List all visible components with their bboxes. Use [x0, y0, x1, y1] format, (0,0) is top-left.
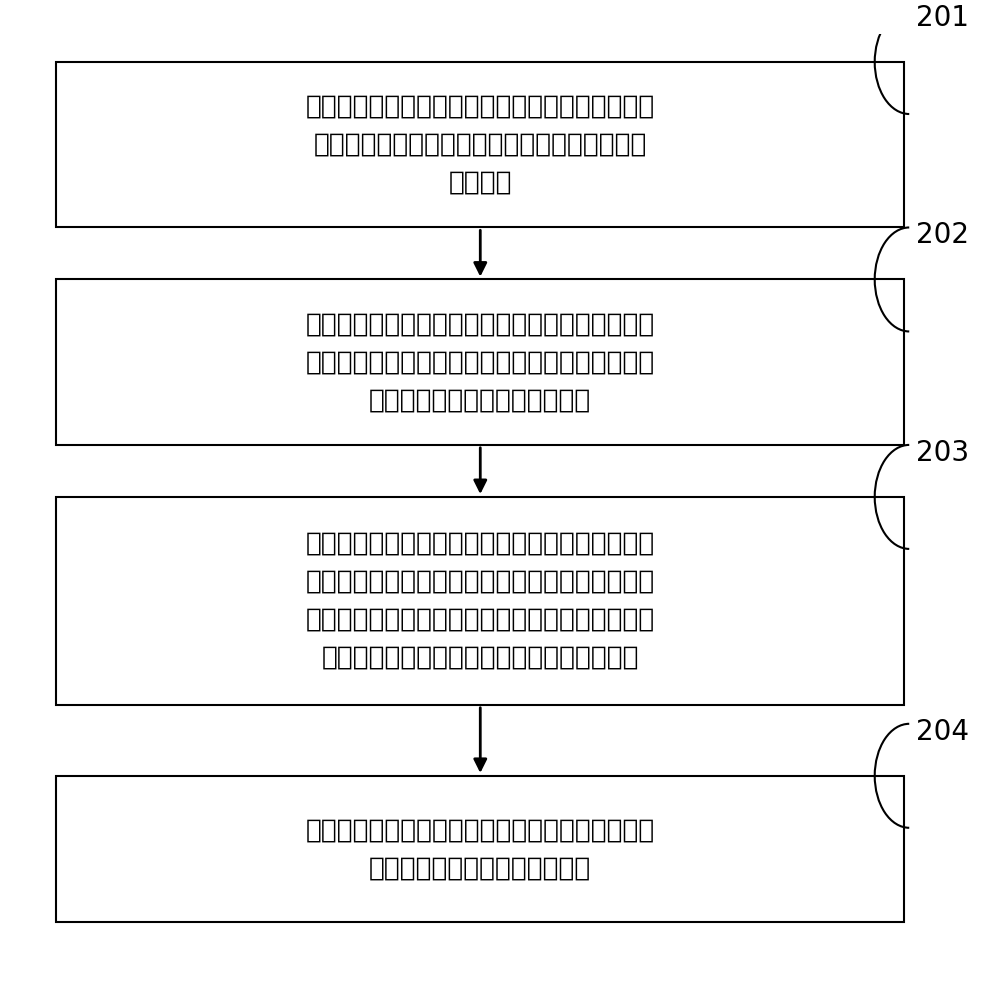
Bar: [56, 497, 904, 705]
Bar: [56, 776, 904, 922]
Text: 202: 202: [916, 221, 969, 249]
Text: 根据所述支架的名义直径以及名义长度在预设的支
架数据库中获取匹配的支架型号: 根据所述支架的名义直径以及名义长度在预设的支 架数据库中获取匹配的支架型号: [306, 817, 655, 881]
Text: 根据各所述中心线上各点的最大内切球半径以及血
管曲率半径，对血管中心线进行离散得到多个中心
线片段，与各所述中心线片段一一对应所述虚拟支
架的多个支架丝段，以及: 根据各所述中心线上各点的最大内切球半径以及血 管曲率半径，对血管中心线进行离散得…: [306, 530, 655, 670]
Text: 获取所述目标区域中所述支架的近端与远端的位置
，并通过所述近端与远端的位置计算得到支架的
展开长度: 获取所述目标区域中所述支架的近端与远端的位置 ，并通过所述近端与远端的位置计算得…: [306, 94, 655, 196]
Text: 203: 203: [916, 439, 969, 466]
Text: 204: 204: [916, 718, 969, 745]
Bar: [56, 62, 904, 228]
Text: 201: 201: [916, 4, 969, 32]
Bar: [56, 279, 904, 445]
Text: 根据各所述中心线上各点的最大内切球半径进行计
算，得到支架的名义直径，并得到与所述名义直径
对应的丝段长度以及名义编织角: 根据各所述中心线上各点的最大内切球半径进行计 算，得到支架的名义直径，并得到与所…: [306, 312, 655, 413]
